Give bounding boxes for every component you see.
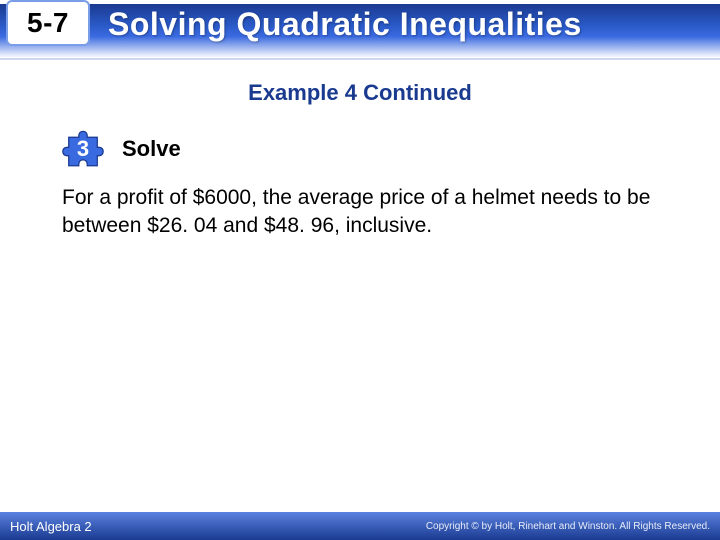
puzzle-piece-icon: 3 — [62, 128, 104, 170]
lesson-number: 5-7 — [27, 7, 69, 39]
slide: 5-7 Solving Quadratic Inequalities Examp… — [0, 0, 720, 540]
footer-copyright: Copyright © by Holt, Rinehart and Winsto… — [426, 521, 710, 532]
step-row: 3 Solve — [62, 128, 181, 170]
example-subtitle: Example 4 Continued — [0, 80, 720, 106]
step-label: Solve — [122, 136, 181, 162]
step-number: 3 — [62, 128, 104, 170]
page-title: Solving Quadratic Inequalities — [108, 6, 582, 43]
lesson-number-chip: 5-7 — [6, 0, 90, 46]
header-divider — [0, 58, 720, 60]
footer-book-title: Holt Algebra 2 — [10, 519, 92, 534]
body-text: For a profit of $6000, the average price… — [62, 184, 662, 241]
footer-band: Holt Algebra 2 Copyright © by Holt, Rine… — [0, 512, 720, 540]
